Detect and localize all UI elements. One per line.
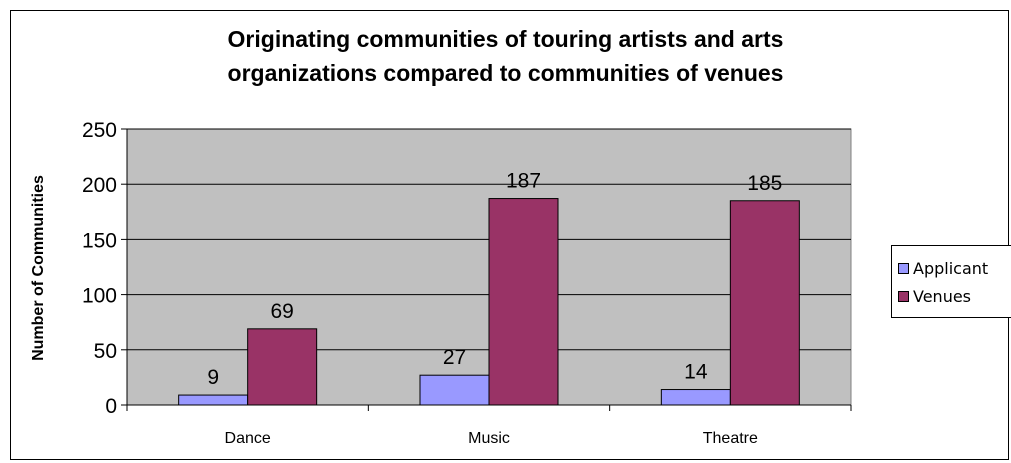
y-tick-label: 100 — [82, 285, 117, 308]
data-label-applicant-theatre: 14 — [684, 361, 708, 384]
bar-venues-theatre — [729, 200, 800, 406]
chart-title-line-2: organizations compared to communities of… — [227, 60, 784, 86]
legend: Applicant Venues — [891, 245, 1011, 318]
x-tick-label: Theatre — [703, 430, 758, 447]
legend-swatch-applicant — [898, 262, 909, 274]
bar-applicant-dance — [178, 394, 249, 406]
data-label-venues-music: 187 — [506, 170, 541, 193]
data-label-venues-theatre: 185 — [747, 172, 782, 195]
bar-venues-dance — [247, 328, 318, 406]
bar-applicant-theatre — [660, 389, 731, 406]
y-tick-label: 0 — [105, 395, 117, 418]
legend-label-applicant: Applicant — [913, 258, 989, 278]
legend-item-applicant: Applicant — [898, 258, 988, 278]
y-tick-label: 250 — [82, 119, 117, 142]
y-tick-label: 200 — [82, 174, 117, 197]
data-label-applicant-dance: 9 — [207, 366, 219, 389]
chart-title-line-1: Originating communities of touring artis… — [227, 26, 784, 52]
x-tick-label: Dance — [225, 430, 271, 447]
legend-item-venues: Venues — [898, 286, 971, 306]
y-tick-label: 150 — [82, 229, 117, 252]
x-tick-label: Music — [468, 430, 510, 447]
legend-label-venues: Venues — [913, 286, 972, 306]
chart-title: Originating communities of touring artis… — [0, 22, 1011, 90]
legend-swatch-venues — [898, 290, 909, 302]
bar-applicant-music — [419, 374, 490, 406]
data-label-venues-dance: 69 — [270, 300, 293, 323]
bar-venues-music — [488, 198, 559, 406]
data-label-applicant-music: 27 — [443, 346, 466, 369]
y-tick-label: 50 — [94, 340, 117, 363]
